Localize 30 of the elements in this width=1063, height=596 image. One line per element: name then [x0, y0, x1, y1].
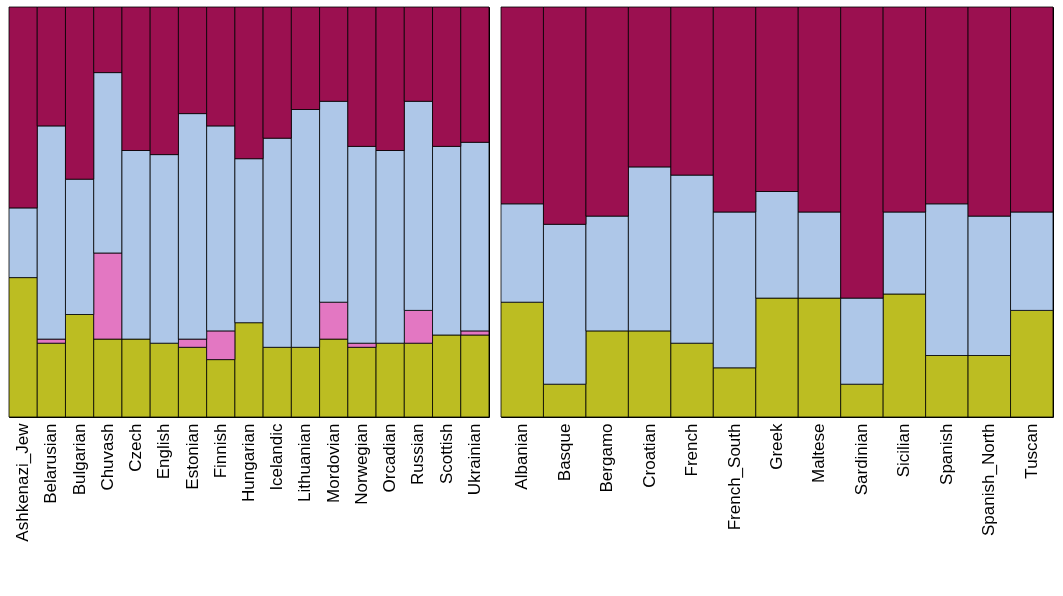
x-tick-label: Sicilian	[894, 423, 914, 478]
x-tick-label: Spanish_North	[979, 423, 999, 536]
x-tick-label: Greek	[767, 423, 786, 470]
x-tick-label: Bergamo	[597, 423, 617, 493]
x-tick-label: Ashkenazi_Jew	[13, 422, 33, 542]
x-tick-label: Norwegian	[351, 423, 371, 505]
x-tick-label: Basque	[554, 423, 574, 482]
x-tick-label: Lithuanian	[295, 423, 315, 502]
x-tick-label: French_South	[724, 423, 744, 531]
x-tick-label: Tuscan	[1021, 423, 1041, 479]
x-tick-label: French	[682, 423, 702, 477]
x-tick-label: English	[154, 423, 174, 480]
x-tick-label: Scottish	[436, 423, 456, 484]
x-tick-label: Chuvash	[97, 423, 117, 491]
x-tick-label: Spanish	[936, 423, 956, 485]
x-tick-label: Russian	[408, 423, 428, 485]
x-tick-label: Icelandic	[267, 423, 287, 491]
x-tick-label: Mordovian	[323, 423, 343, 503]
x-tick-label: Hungarian	[239, 423, 258, 502]
x-tick-label: Bulgarian	[69, 423, 89, 496]
x-tick-label: Maltese	[809, 423, 829, 484]
x-tick-label: Ukrainian	[464, 423, 484, 496]
x-tick-label: Albanian	[512, 423, 532, 490]
x-tick-label: Sardinian	[851, 423, 871, 496]
x-tick-label: Czech	[126, 423, 146, 472]
x-tick-label: Finnish	[210, 423, 230, 479]
x-tick-label: Belarusian	[41, 423, 61, 504]
x-tick-label: Orcadian	[380, 423, 400, 493]
x-tick-label: Estonian	[182, 423, 202, 490]
x-tick-label: Croatian	[639, 423, 659, 488]
